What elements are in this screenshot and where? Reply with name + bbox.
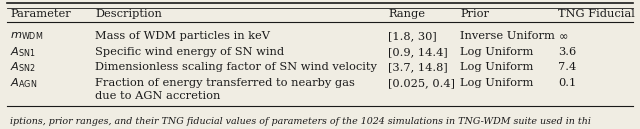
Text: Inverse Uniform: Inverse Uniform xyxy=(460,31,555,41)
Text: 7.4: 7.4 xyxy=(558,62,576,72)
Text: Specific wind energy of SN wind: Specific wind energy of SN wind xyxy=(95,47,284,57)
Text: Log Uniform: Log Uniform xyxy=(460,62,533,72)
Text: Fraction of energy transferred to nearby gas: Fraction of energy transferred to nearby… xyxy=(95,78,355,88)
Text: [3.7, 14.8]: [3.7, 14.8] xyxy=(388,62,448,72)
Text: due to AGN accretion: due to AGN accretion xyxy=(95,91,220,101)
Text: 3.6: 3.6 xyxy=(558,47,576,57)
Text: Log Uniform: Log Uniform xyxy=(460,78,533,88)
Text: [0.025, 0.4]: [0.025, 0.4] xyxy=(388,78,455,88)
Text: $A_{\mathrm{SN2}}$: $A_{\mathrm{SN2}}$ xyxy=(10,60,36,74)
Text: Range: Range xyxy=(388,9,425,19)
Text: Parameter: Parameter xyxy=(10,9,71,19)
Text: 0.1: 0.1 xyxy=(558,78,576,88)
Text: $A_{\mathrm{SN1}}$: $A_{\mathrm{SN1}}$ xyxy=(10,45,36,59)
Text: Dimensionless scaling factor of SN wind velocity: Dimensionless scaling factor of SN wind … xyxy=(95,62,377,72)
Text: Description: Description xyxy=(95,9,162,19)
Text: $m_{\mathrm{WDM}}$: $m_{\mathrm{WDM}}$ xyxy=(10,30,44,42)
Text: TNG Fiducial: TNG Fiducial xyxy=(558,9,635,19)
Text: $\infty$: $\infty$ xyxy=(558,31,568,41)
Text: [0.9, 14.4]: [0.9, 14.4] xyxy=(388,47,448,57)
Text: Prior: Prior xyxy=(460,9,489,19)
Text: $A_{\mathrm{AGN}}$: $A_{\mathrm{AGN}}$ xyxy=(10,76,37,90)
Text: Log Uniform: Log Uniform xyxy=(460,47,533,57)
Text: iptions, prior ranges, and their TNG fiducial values of parameters of the 1024 s: iptions, prior ranges, and their TNG fid… xyxy=(10,117,591,126)
Text: Mass of WDM particles in keV: Mass of WDM particles in keV xyxy=(95,31,270,41)
Text: [1.8, 30]: [1.8, 30] xyxy=(388,31,436,41)
